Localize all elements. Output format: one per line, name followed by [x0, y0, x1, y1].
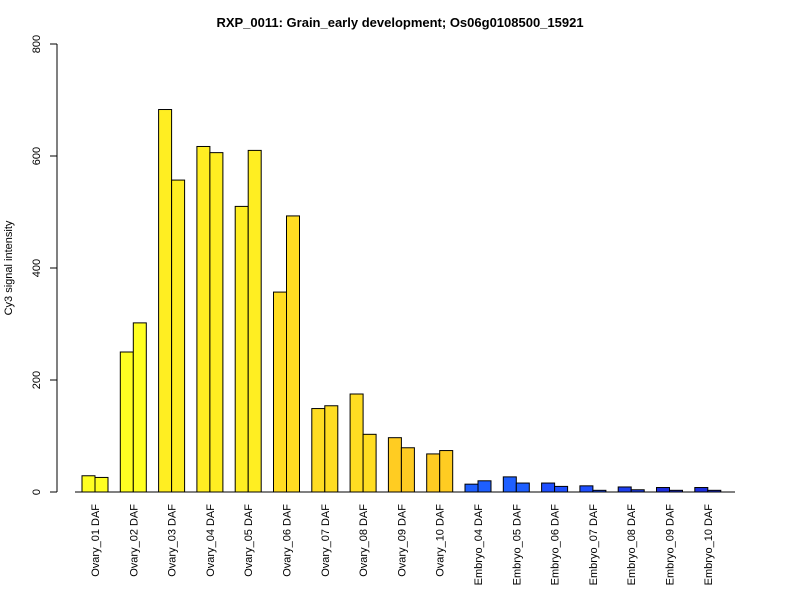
bar-ovary-07-daf-1 [311, 408, 326, 493]
bars [75, 109, 735, 493]
x-tick-label: Embryo_04 DAF [473, 504, 485, 586]
bar-ovary-04-daf-1 [196, 145, 211, 493]
y-tick-label: 0 [31, 489, 43, 495]
bar-ovary-06-daf-2 [286, 215, 300, 493]
x-tick-label: Ovary_01 DAF [90, 504, 102, 577]
bar-ovary-05-daf-2 [247, 149, 262, 493]
bar-ovary-01-daf-2 [94, 476, 109, 493]
x-tick-label: Ovary_08 DAF [358, 504, 370, 577]
bar-embryo-07-daf-1 [579, 485, 594, 493]
bar-embryo-10-daf-1 [694, 487, 709, 493]
y-axis: 0 200 400 600 800 [31, 35, 58, 495]
bar-ovary-09-daf-2 [400, 447, 415, 493]
bar-embryo-05-daf-1 [502, 476, 517, 493]
bar-ovary-05-daf-1 [234, 205, 249, 493]
x-tick-label: Ovary_03 DAF [167, 504, 179, 577]
x-tick-label: Ovary_02 DAF [128, 504, 140, 577]
bar-ovary-03-daf-2 [171, 179, 186, 493]
bar-ovary-03-daf-1 [158, 109, 173, 493]
bar-embryo-06-daf-1 [541, 482, 556, 493]
chart-title: RXP_0011: Grain_early development; Os06g… [216, 15, 583, 30]
bar-ovary-07-daf-2 [324, 405, 339, 493]
bar-ovary-09-daf-1 [387, 437, 402, 493]
y-tick-label: 600 [31, 147, 43, 165]
bar-ovary-08-daf-2 [362, 433, 377, 493]
bar-embryo-04-daf-2 [477, 480, 492, 493]
x-tick-label: Ovary_09 DAF [396, 504, 408, 577]
bar-ovary-10-daf-2 [439, 450, 454, 493]
x-tick-label: Embryo_05 DAF [511, 504, 523, 586]
bar-ovary-02-daf-1 [119, 351, 134, 493]
bar-embryo-09-daf-1 [656, 487, 670, 493]
bar-ovary-02-daf-2 [132, 322, 147, 493]
bar-ovary-08-daf-1 [349, 393, 364, 493]
x-tick-label: Embryo_09 DAF [665, 504, 677, 586]
x-tick-label: Embryo_10 DAF [703, 504, 715, 586]
y-axis-label: Cy3 signal intensity [3, 220, 15, 315]
y-tick-label: 200 [31, 371, 43, 389]
x-tick-label: Embryo_06 DAF [550, 504, 562, 586]
bar-embryo-06-daf-2 [554, 485, 569, 493]
bar-embryo-04-daf-1 [464, 483, 479, 493]
x-tick-label: Ovary_04 DAF [205, 504, 217, 577]
x-tick-label: Embryo_07 DAF [588, 504, 600, 586]
x-axis: Ovary_01 DAF Ovary_02 DAF Ovary_03 DAF Ovar… [90, 504, 715, 586]
y-tick-label: 400 [31, 259, 43, 277]
bar-ovary-06-daf-1 [273, 291, 287, 493]
y-tick-label: 800 [31, 35, 43, 53]
bar-ovary-01-daf-1 [81, 475, 96, 493]
bar-ovary-10-daf-1 [426, 453, 441, 493]
x-tick-label: Embryo_08 DAF [626, 504, 638, 586]
x-tick-label: Ovary_07 DAF [320, 504, 332, 577]
bar-embryo-08-daf-1 [617, 486, 632, 493]
bar-embryo-05-daf-2 [515, 482, 530, 493]
bar-ovary-04-daf-2 [209, 152, 224, 493]
x-tick-label: Ovary_06 DAF [282, 504, 294, 577]
x-tick-label: Ovary_05 DAF [243, 504, 255, 577]
x-tick-label: Ovary_10 DAF [435, 504, 447, 577]
